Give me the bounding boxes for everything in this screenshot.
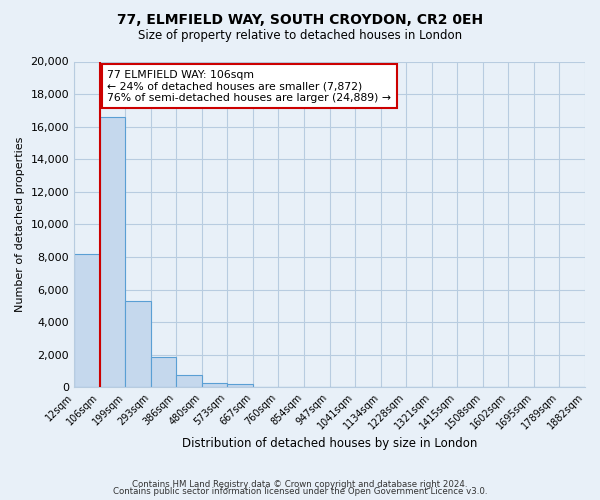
Text: Contains HM Land Registry data © Crown copyright and database right 2024.: Contains HM Land Registry data © Crown c…	[132, 480, 468, 489]
Text: Contains public sector information licensed under the Open Government Licence v3: Contains public sector information licen…	[113, 488, 487, 496]
X-axis label: Distribution of detached houses by size in London: Distribution of detached houses by size …	[182, 437, 477, 450]
Bar	[125, 301, 151, 388]
Bar	[100, 117, 125, 388]
Text: 77 ELMFIELD WAY: 106sqm
← 24% of detached houses are smaller (7,872)
76% of semi: 77 ELMFIELD WAY: 106sqm ← 24% of detache…	[107, 70, 391, 103]
Bar	[202, 383, 227, 388]
Bar	[151, 357, 176, 388]
Text: 77, ELMFIELD WAY, SOUTH CROYDON, CR2 0EH: 77, ELMFIELD WAY, SOUTH CROYDON, CR2 0EH	[117, 12, 483, 26]
Text: Size of property relative to detached houses in London: Size of property relative to detached ho…	[138, 29, 462, 42]
Y-axis label: Number of detached properties: Number of detached properties	[15, 136, 25, 312]
Bar	[176, 375, 202, 388]
Bar	[74, 254, 100, 388]
Bar	[227, 384, 253, 388]
